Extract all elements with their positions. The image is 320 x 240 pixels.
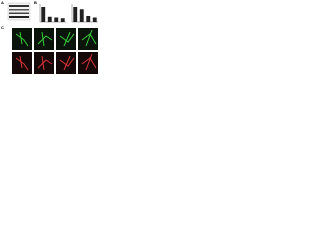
- bar: [47, 16, 52, 22]
- micrographs: [12, 28, 98, 74]
- western-blot: [7, 2, 31, 21]
- bar: [41, 7, 46, 22]
- panel-label: C: [1, 25, 4, 30]
- panel-label: A: [1, 0, 4, 5]
- page: {"panels": {"a": {"label": "A"}, "b": {"…: [0, 0, 100, 75]
- bar: [79, 9, 84, 22]
- bar: [60, 18, 65, 22]
- bar: [54, 17, 59, 22]
- bar: [86, 16, 91, 22]
- bar: [92, 17, 97, 22]
- figure: A B C: [1, 0, 98, 74]
- bar: [73, 7, 78, 22]
- panel-label: B: [34, 0, 37, 5]
